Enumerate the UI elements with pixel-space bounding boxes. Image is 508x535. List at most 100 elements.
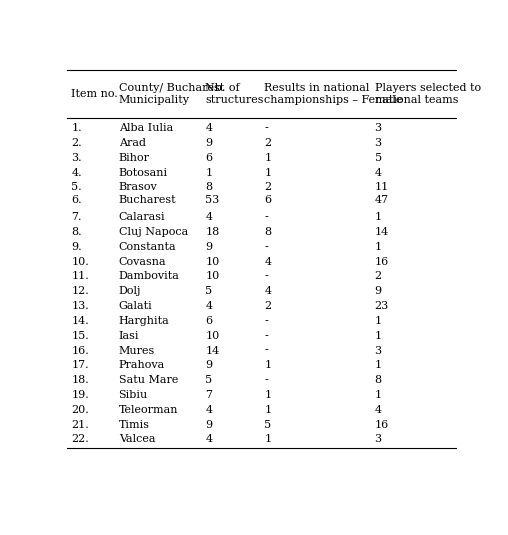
Text: Botosani: Botosani (118, 167, 168, 178)
Text: 8.: 8. (71, 227, 82, 237)
Text: 10.: 10. (71, 256, 89, 266)
Text: 12.: 12. (71, 286, 89, 296)
Text: 21.: 21. (71, 419, 89, 430)
Text: 15.: 15. (71, 331, 89, 341)
Text: 17.: 17. (71, 361, 89, 370)
Text: -: - (264, 331, 268, 341)
Text: 4: 4 (205, 405, 212, 415)
Text: Valcea: Valcea (118, 434, 155, 445)
Text: 53: 53 (205, 195, 219, 205)
Text: 16: 16 (374, 419, 389, 430)
Text: 5.: 5. (71, 182, 82, 193)
Text: -: - (264, 212, 268, 222)
Text: Covasna: Covasna (118, 256, 166, 266)
Text: 9: 9 (205, 242, 212, 251)
Text: 8: 8 (374, 375, 382, 385)
Text: 1: 1 (205, 167, 212, 178)
Text: Bihor: Bihor (118, 152, 150, 163)
Text: Cluj Napoca: Cluj Napoca (118, 227, 188, 237)
Text: 9: 9 (205, 138, 212, 148)
Text: 8: 8 (264, 227, 271, 237)
Text: Satu Mare: Satu Mare (118, 375, 178, 385)
Text: 4: 4 (205, 301, 212, 311)
Text: 1: 1 (374, 212, 382, 222)
Text: Players selected to
national teams: Players selected to national teams (374, 83, 481, 105)
Text: 2: 2 (264, 138, 271, 148)
Text: 1: 1 (374, 316, 382, 326)
Text: 10: 10 (205, 271, 219, 281)
Text: Sibiu: Sibiu (118, 390, 148, 400)
Text: 5: 5 (374, 152, 382, 163)
Text: 9: 9 (374, 286, 382, 296)
Text: Bucharest: Bucharest (118, 195, 176, 205)
Text: 1: 1 (264, 361, 271, 370)
Text: 16.: 16. (71, 346, 89, 355)
Text: 11.: 11. (71, 271, 89, 281)
Text: -: - (264, 316, 268, 326)
Text: 4: 4 (205, 434, 212, 445)
Text: 1: 1 (374, 242, 382, 251)
Text: 11: 11 (374, 182, 389, 193)
Text: 8: 8 (205, 182, 212, 193)
Text: 1: 1 (374, 361, 382, 370)
Text: 3: 3 (374, 434, 382, 445)
Text: Constanta: Constanta (118, 242, 176, 251)
Text: 6.: 6. (71, 195, 82, 205)
Text: 5: 5 (205, 286, 212, 296)
Text: 23: 23 (374, 301, 389, 311)
Text: Nb. of
structures: Nb. of structures (205, 83, 264, 105)
Text: 5: 5 (264, 419, 271, 430)
Text: 9: 9 (205, 361, 212, 370)
Text: 7: 7 (205, 390, 212, 400)
Text: -: - (264, 375, 268, 385)
Text: 6: 6 (205, 152, 212, 163)
Text: Dolj: Dolj (118, 286, 141, 296)
Text: 3: 3 (374, 138, 382, 148)
Text: 3: 3 (374, 123, 382, 133)
Text: 4: 4 (374, 167, 382, 178)
Text: Teleorman: Teleorman (118, 405, 178, 415)
Text: -: - (264, 123, 268, 133)
Text: Item no.: Item no. (71, 89, 118, 99)
Text: Galati: Galati (118, 301, 152, 311)
Text: 2: 2 (264, 301, 271, 311)
Text: 14: 14 (205, 346, 219, 355)
Text: 7.: 7. (71, 212, 82, 222)
Text: 9: 9 (205, 419, 212, 430)
Text: Arad: Arad (118, 138, 146, 148)
Text: 5: 5 (205, 375, 212, 385)
Text: Results in national
championships – Female: Results in national championships – Fema… (264, 83, 403, 105)
Text: 1: 1 (374, 331, 382, 341)
Text: 2: 2 (374, 271, 382, 281)
Text: Harghita: Harghita (118, 316, 169, 326)
Text: 18.: 18. (71, 375, 89, 385)
Text: Timis: Timis (118, 419, 150, 430)
Text: Dambovita: Dambovita (118, 271, 179, 281)
Text: 10: 10 (205, 331, 219, 341)
Text: 6: 6 (264, 195, 271, 205)
Text: 4: 4 (264, 256, 271, 266)
Text: 1: 1 (264, 152, 271, 163)
Text: Prahova: Prahova (118, 361, 165, 370)
Text: -: - (264, 346, 268, 355)
Text: 9.: 9. (71, 242, 82, 251)
Text: Iasi: Iasi (118, 331, 139, 341)
Text: Brasov: Brasov (118, 182, 157, 193)
Text: 18: 18 (205, 227, 219, 237)
Text: 6: 6 (205, 316, 212, 326)
Text: 3.: 3. (71, 152, 82, 163)
Text: 2: 2 (264, 182, 271, 193)
Text: 1: 1 (374, 390, 382, 400)
Text: 10: 10 (205, 256, 219, 266)
Text: 14.: 14. (71, 316, 89, 326)
Text: 2.: 2. (71, 138, 82, 148)
Text: 4: 4 (205, 212, 212, 222)
Text: Calarasi: Calarasi (118, 212, 165, 222)
Text: County/ Bucharest
Municipality: County/ Bucharest Municipality (118, 83, 224, 105)
Text: Alba Iulia: Alba Iulia (118, 123, 173, 133)
Text: 4: 4 (374, 405, 382, 415)
Text: Mures: Mures (118, 346, 155, 355)
Text: 13.: 13. (71, 301, 89, 311)
Text: -: - (264, 271, 268, 281)
Text: 4: 4 (264, 286, 271, 296)
